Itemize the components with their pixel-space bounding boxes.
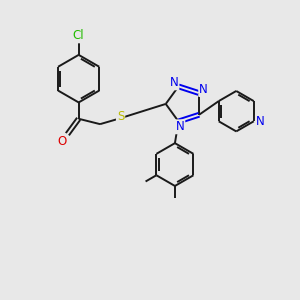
Text: S: S — [117, 110, 124, 123]
Text: N: N — [256, 115, 265, 128]
Text: O: O — [58, 135, 67, 148]
Text: N: N — [176, 120, 184, 133]
Text: Cl: Cl — [73, 29, 85, 42]
Text: N: N — [170, 76, 178, 89]
Text: N: N — [199, 83, 208, 96]
